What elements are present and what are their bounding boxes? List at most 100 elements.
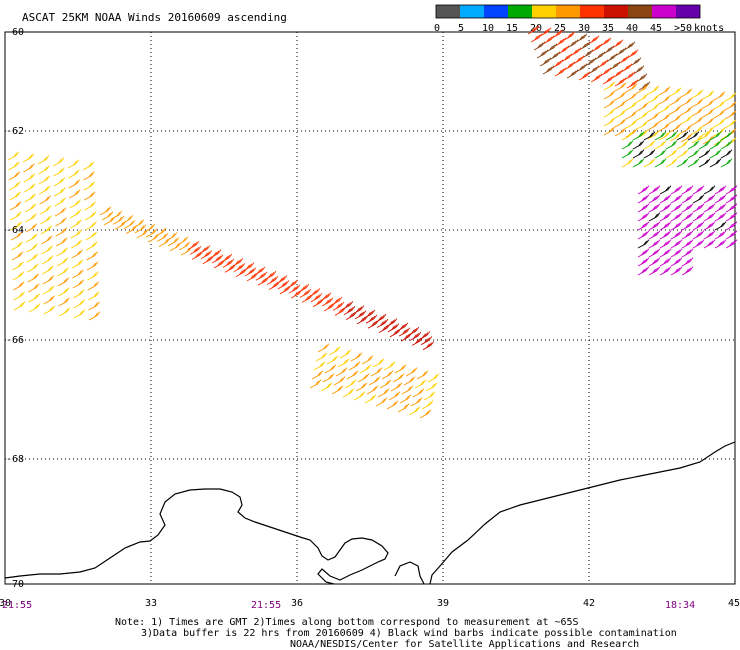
wind-barb (724, 101, 737, 111)
wind-barb (388, 391, 401, 401)
wind-barb (648, 212, 661, 222)
wind-barb (659, 266, 672, 276)
wind-barb (545, 43, 558, 53)
wind-barb (211, 254, 224, 264)
wind-barb (637, 248, 650, 258)
wind-barb (637, 257, 650, 267)
wind-barb (681, 257, 694, 267)
wind-barb (713, 118, 726, 128)
wind-barb (24, 193, 36, 203)
wind-barb (10, 221, 23, 231)
wind-barb (665, 140, 678, 150)
wind-barb (40, 225, 53, 235)
wind-barb (357, 373, 370, 383)
wind-barb (636, 120, 649, 130)
wind-barb (714, 212, 727, 222)
wind-barb (310, 293, 323, 303)
wind-barb (680, 97, 693, 107)
wind-barb (680, 115, 693, 125)
wind-barb (629, 57, 642, 67)
wind-barb (542, 65, 555, 75)
wind-barb (26, 253, 39, 263)
wind-barb (311, 370, 324, 380)
wind-barb (57, 277, 70, 287)
wind-barb (691, 107, 704, 117)
wind-barb (83, 181, 96, 191)
wind-barb (621, 140, 634, 150)
wind-barb (611, 69, 624, 79)
wind-barb (687, 149, 700, 159)
wind-barb (714, 239, 727, 249)
wind-barb (533, 41, 546, 51)
wind-barb (58, 307, 71, 317)
wind-barb (54, 207, 67, 217)
wind-barb (421, 400, 434, 410)
wind-barb (670, 221, 683, 231)
wind-barb (625, 128, 638, 138)
wind-barb (590, 73, 603, 83)
wind-barb (658, 113, 671, 123)
wind-barb (725, 230, 738, 240)
wind-barb (587, 35, 600, 45)
wind-barb (401, 385, 414, 395)
wind-barb (659, 221, 672, 231)
wind-barb (87, 291, 100, 301)
wind-barb (70, 219, 82, 229)
legend-swatch (436, 5, 460, 18)
wind-barb (654, 158, 667, 168)
legend-label: 10 (482, 23, 494, 34)
wind-barb (55, 227, 68, 237)
wind-barb (348, 361, 361, 371)
wind-barb (70, 229, 83, 239)
wind-barb (658, 131, 671, 141)
wind-barb (72, 279, 85, 289)
wind-barb (8, 171, 21, 181)
wind-barb (714, 185, 727, 195)
wind-barb (167, 237, 180, 247)
wind-barb (637, 230, 650, 240)
wind-barb (539, 27, 552, 37)
wind-barb (575, 33, 588, 43)
wind-barb (680, 133, 693, 143)
wind-barb (315, 352, 328, 362)
wind-barb (266, 275, 279, 285)
wind-barb (42, 265, 54, 275)
wind-barb (423, 391, 436, 401)
wind-barb (22, 153, 35, 163)
wind-barb (41, 255, 54, 265)
wind-barb (602, 45, 615, 55)
wind-barb (414, 379, 427, 389)
wind-barb (9, 201, 22, 211)
wind-barb (669, 96, 682, 106)
wind-barb (659, 212, 672, 222)
time-labels: 21:55 21:55 18:34 (2, 600, 695, 611)
wind-barb (669, 105, 682, 115)
wind-barb (55, 237, 68, 247)
wind-barb (375, 397, 388, 407)
wind-barb (365, 314, 378, 324)
wind-barb (670, 230, 683, 240)
latitude-labels: -60 -62 -64 -66 -68 -70 (6, 27, 24, 590)
wind-barb (659, 248, 672, 258)
wind-barb (84, 201, 96, 211)
wind-barb (551, 29, 564, 39)
wind-barb (637, 266, 650, 276)
wind-barb (691, 134, 704, 144)
legend-label: 15 (506, 23, 518, 34)
wind-barb (101, 211, 114, 221)
wind-barb (654, 131, 667, 141)
wind-barb (725, 203, 738, 213)
wind-barb (648, 194, 661, 204)
wind-barb (611, 39, 624, 49)
wind-barb (676, 149, 689, 159)
wind-barb (394, 364, 407, 374)
wind-barb (587, 65, 600, 75)
wind-barb (614, 127, 627, 137)
wind-barb (333, 376, 346, 386)
wind-barb (13, 291, 25, 301)
wind-barb (53, 177, 66, 187)
wind-barb (709, 131, 722, 141)
wind-barb (121, 215, 134, 224)
wind-barb (359, 364, 372, 374)
wind-barb (383, 361, 396, 371)
